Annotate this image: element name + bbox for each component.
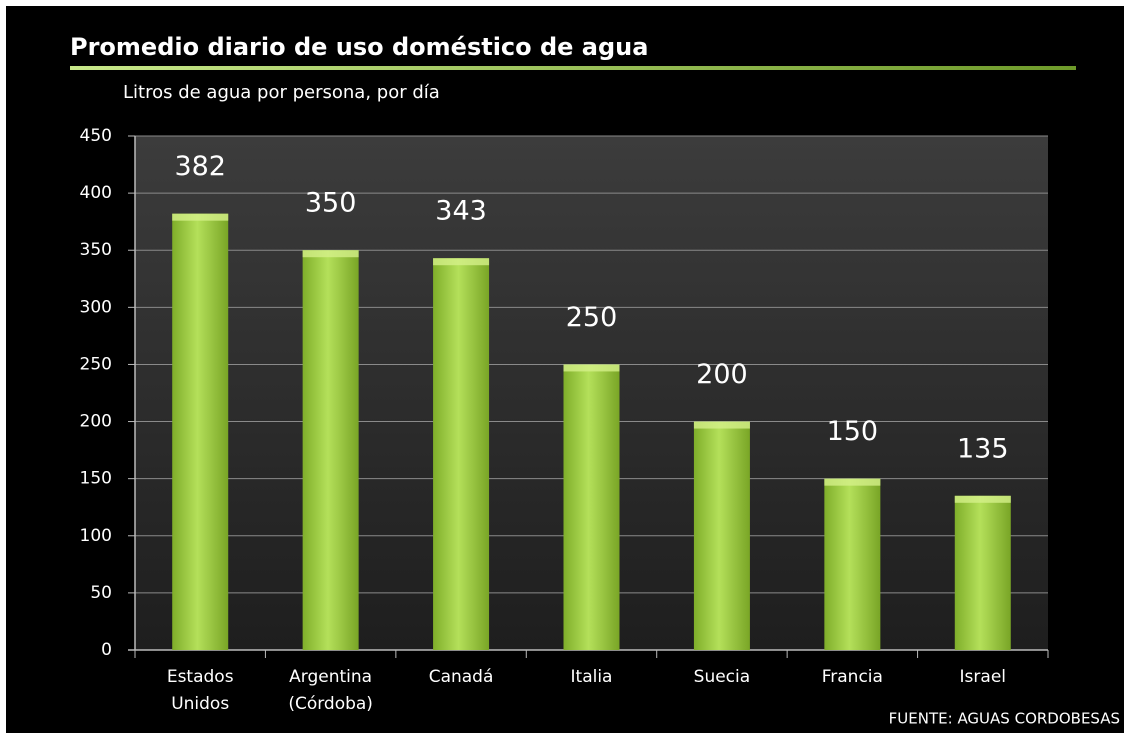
y-tick-label: 100	[80, 526, 112, 546]
bar-cap	[563, 364, 620, 372]
title-underline	[70, 66, 1076, 70]
bar-cap	[302, 250, 359, 258]
value-label: 200	[696, 359, 748, 390]
y-tick-label: 50	[90, 583, 112, 603]
value-label: 350	[305, 188, 357, 219]
bar-cap	[954, 495, 1011, 503]
y-tick-label: 150	[80, 469, 112, 489]
x-tick-label: Italia	[570, 667, 613, 687]
bar-cap	[172, 213, 229, 221]
value-label: 150	[827, 416, 879, 447]
bar	[172, 213, 229, 650]
y-tick-label: 400	[80, 183, 112, 203]
value-label: 250	[566, 302, 618, 333]
bar-cap	[433, 258, 490, 266]
chart-subtitle: Litros de agua por persona, por día	[123, 82, 440, 103]
x-tick-label: Suecia	[693, 667, 751, 687]
y-tick-label: 350	[80, 240, 112, 260]
bar	[824, 478, 881, 650]
bar	[302, 250, 359, 650]
bar	[433, 258, 490, 650]
bar	[563, 364, 620, 650]
value-label: 135	[957, 433, 1009, 464]
y-tick-label: 200	[80, 412, 112, 432]
y-tick-label: 250	[80, 354, 112, 374]
bar	[954, 495, 1011, 650]
bar	[693, 421, 750, 650]
bar-cap	[693, 421, 750, 429]
y-tick-label: 0	[101, 640, 112, 660]
x-tick-label: Francia	[821, 667, 883, 687]
source-note: FUENTE: AGUAS CORDOBESAS	[889, 710, 1120, 728]
value-label: 382	[174, 151, 226, 182]
x-tick-label: Argentina (Córdoba)	[288, 667, 373, 714]
y-tick-label: 450	[80, 126, 112, 146]
y-tick-label: 300	[80, 297, 112, 317]
x-tick-label: Canadá	[428, 667, 494, 687]
x-tick-label: Estados Unidos	[166, 667, 234, 714]
chart-title: Promedio diario de uso doméstico de agua	[70, 33, 648, 61]
value-label: 343	[435, 196, 487, 227]
x-tick-label: Israel	[959, 667, 1007, 687]
bar-cap	[824, 478, 881, 486]
